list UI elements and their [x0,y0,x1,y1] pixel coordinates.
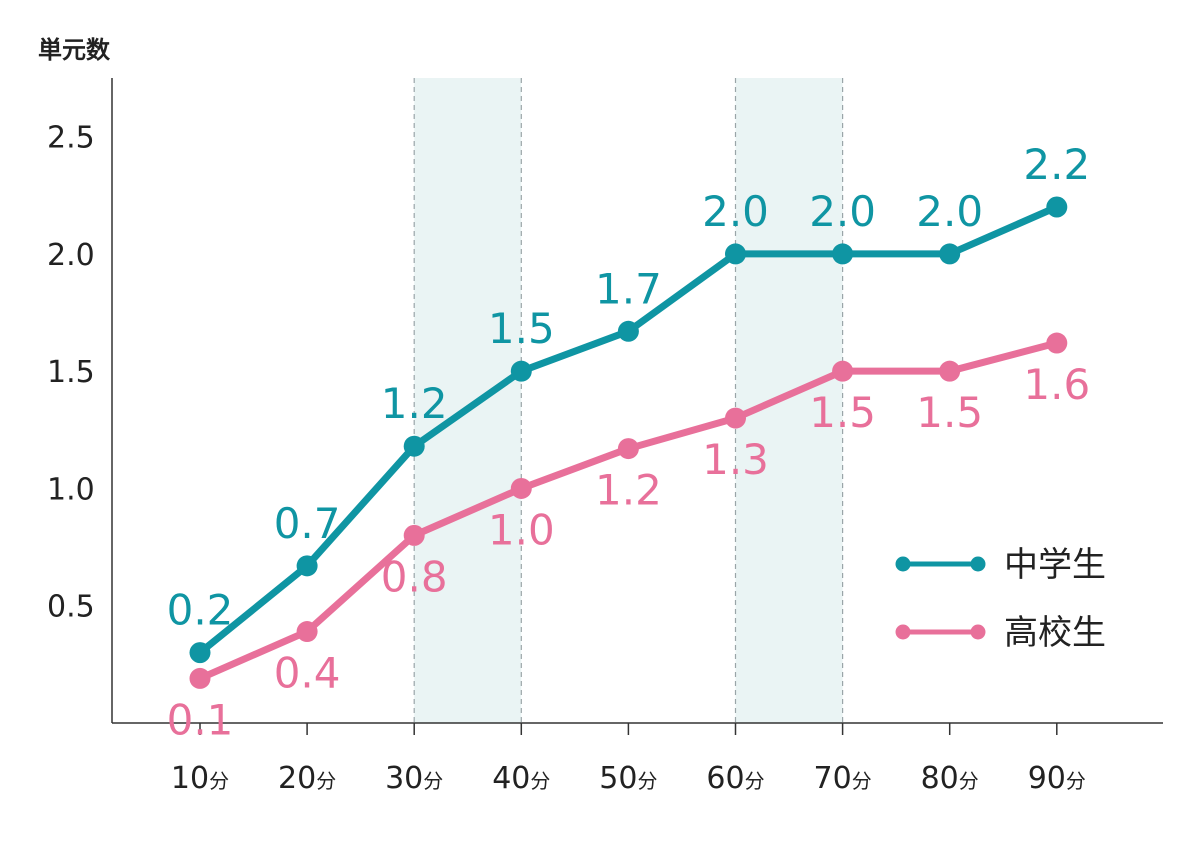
x-tick-label: 60分 [706,761,764,796]
data-point [510,360,532,382]
x-tick-label: 50分 [599,761,657,796]
x-tick-unit: 分 [1066,769,1086,793]
highlight-bands [413,78,844,723]
y-tick-label: 1.5 [47,355,95,390]
data-label: 0.4 [274,649,341,698]
x-tick-label: 10分 [171,761,229,796]
data-label: 1.5 [809,388,876,437]
data-labels: 0.2 0.7 1.2 1.5 1.7 2.0 2.0 2.0 2.2 0.1 0.4 0.8 1.0 1… [167,140,1091,744]
data-label: 1.3 [702,435,769,484]
data-point [1046,196,1068,218]
data-point [832,243,854,265]
legend-marker [895,556,911,572]
legend-marker [970,556,986,572]
x-tick-unit: 分 [316,769,336,793]
data-point [939,243,961,265]
data-point [1046,332,1068,354]
data-label: 2.0 [809,187,876,236]
x-tick-label: 90分 [1028,761,1086,796]
x-tick-unit: 分 [852,769,872,793]
x-tick-label: 70分 [814,761,872,796]
data-point [403,524,425,546]
data-label: 1.6 [1023,360,1090,409]
y-ticks: 0.5 1.0 1.5 2.0 2.5 [47,121,95,625]
x-tick-unit: 分 [637,769,657,793]
legend-label: 高校生 [1004,613,1106,653]
data-label: 1.7 [595,264,662,313]
data-point [725,243,746,265]
y-tick-label: 2.5 [47,121,95,156]
series-group [189,196,1068,689]
data-point [617,320,639,342]
data-point [939,360,961,382]
data-label: 1.5 [916,388,983,437]
data-label: 2.0 [702,187,769,236]
data-label: 1.0 [488,505,555,554]
highlight-band-1 [735,78,843,723]
y-axis-label: 単元数 [38,36,111,64]
x-ticks: 10分 20分 30分 40分 50分 60分 70分 80分 90分 [171,723,1086,796]
data-label: 2.0 [916,187,983,236]
data-label: 2.2 [1023,140,1090,189]
x-tick-label: 20分 [278,761,336,796]
legend-label: 中学生 [1004,545,1106,585]
data-point [725,407,746,429]
data-point [296,621,318,643]
y-tick-label: 1.0 [47,472,95,507]
data-point [403,435,425,457]
data-point [189,667,211,689]
legend-marker [970,624,986,640]
data-point [189,642,211,664]
x-tick-label: 80分 [921,761,979,796]
data-label: 0.1 [167,695,234,744]
x-tick-label: 40分 [492,761,550,796]
x-tick-unit: 分 [745,769,765,793]
x-tick-unit: 分 [209,769,229,793]
data-point [296,555,318,577]
x-tick-unit: 分 [530,769,550,793]
highlight-band-0 [414,78,522,723]
x-tick-unit: 分 [423,769,443,793]
data-label: 1.2 [595,466,662,515]
data-label: 0.2 [167,586,234,635]
data-point [510,477,532,499]
x-tick-unit: 分 [959,769,979,793]
data-label: 0.8 [381,552,448,601]
y-tick-label: 0.5 [47,590,95,625]
data-label: 1.5 [488,304,555,353]
data-point [832,360,854,382]
data-label: 0.7 [274,499,341,548]
y-tick-label: 2.0 [47,238,95,273]
data-point [617,438,639,460]
legend-marker [895,624,911,640]
data-label: 1.2 [381,379,448,428]
x-tick-label: 30分 [385,761,443,796]
